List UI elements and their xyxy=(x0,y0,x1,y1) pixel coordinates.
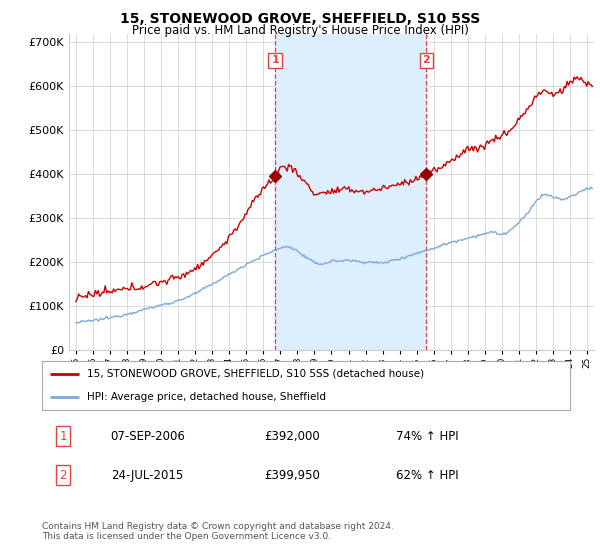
Text: 62% ↑ HPI: 62% ↑ HPI xyxy=(396,469,458,482)
Text: HPI: Average price, detached house, Sheffield: HPI: Average price, detached house, Shef… xyxy=(87,391,326,402)
Text: 1: 1 xyxy=(271,55,279,66)
Text: 74% ↑ HPI: 74% ↑ HPI xyxy=(396,430,458,443)
Text: 07-SEP-2006: 07-SEP-2006 xyxy=(110,430,185,443)
Text: 1: 1 xyxy=(59,430,67,443)
Text: 24-JUL-2015: 24-JUL-2015 xyxy=(110,469,183,482)
Bar xyxy=(275,34,426,350)
Text: 2: 2 xyxy=(422,55,430,66)
Text: £399,950: £399,950 xyxy=(264,469,320,482)
Text: 15, STONEWOOD GROVE, SHEFFIELD, S10 5SS: 15, STONEWOOD GROVE, SHEFFIELD, S10 5SS xyxy=(120,12,480,26)
Text: 15, STONEWOOD GROVE, SHEFFIELD, S10 5SS (detached house): 15, STONEWOOD GROVE, SHEFFIELD, S10 5SS … xyxy=(87,369,424,379)
Text: Contains HM Land Registry data © Crown copyright and database right 2024.
This d: Contains HM Land Registry data © Crown c… xyxy=(42,522,394,542)
Text: £392,000: £392,000 xyxy=(264,430,320,443)
Text: 2: 2 xyxy=(59,469,67,482)
Text: Price paid vs. HM Land Registry's House Price Index (HPI): Price paid vs. HM Land Registry's House … xyxy=(131,24,469,36)
